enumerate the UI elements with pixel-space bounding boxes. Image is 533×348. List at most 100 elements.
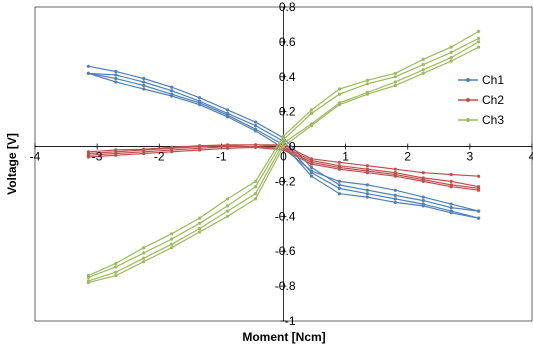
data-point bbox=[309, 169, 314, 173]
data-point bbox=[142, 251, 146, 255]
data-point bbox=[170, 232, 174, 236]
data-point bbox=[337, 103, 341, 107]
data-point bbox=[253, 124, 258, 128]
data-point bbox=[365, 164, 369, 168]
data-point bbox=[226, 108, 230, 112]
data-point bbox=[365, 171, 369, 175]
data-point bbox=[142, 76, 146, 81]
data-point bbox=[421, 195, 425, 199]
data-point bbox=[142, 256, 146, 260]
x-tick-label: 3 bbox=[467, 150, 474, 164]
y-tick-label: 0.4 bbox=[279, 70, 296, 84]
data-point bbox=[170, 89, 174, 93]
data-point bbox=[281, 141, 286, 145]
data-point bbox=[253, 145, 258, 149]
legend-label-ch2: Ch2 bbox=[482, 93, 504, 107]
data-point bbox=[114, 265, 118, 269]
legend-label-ch1: Ch1 bbox=[482, 73, 504, 87]
data-point bbox=[365, 82, 369, 86]
data-point bbox=[142, 87, 146, 91]
x-tick-label: -1 bbox=[216, 150, 227, 164]
data-point bbox=[114, 274, 118, 278]
legend-label-ch3: Ch3 bbox=[482, 113, 504, 127]
data-point bbox=[309, 165, 314, 170]
x-tick-label: 0 bbox=[280, 150, 287, 164]
x-tick-label: 2 bbox=[404, 150, 411, 164]
tick-labels: -4 -3 -2 -1 0 1 2 3 4 -1 -0.8 -0.6 -0.4 -0.2 0 0.2 0.4 0.… bbox=[30, 0, 533, 328]
data-point bbox=[421, 204, 425, 208]
data-point bbox=[365, 183, 369, 187]
data-point bbox=[449, 50, 453, 55]
y-tick-label: 0.8 bbox=[279, 0, 296, 14]
data-point bbox=[449, 45, 453, 49]
data-point bbox=[477, 188, 481, 192]
data-point bbox=[393, 80, 397, 84]
data-point bbox=[198, 103, 202, 107]
data-point bbox=[226, 214, 230, 218]
x-tick-label: 4 bbox=[529, 150, 533, 164]
data-point bbox=[142, 246, 146, 250]
data-point bbox=[449, 172, 453, 177]
data-point bbox=[170, 246, 174, 250]
data-point bbox=[281, 138, 286, 142]
y-axis-title: Voltage [V] bbox=[5, 133, 19, 195]
data-point bbox=[449, 59, 453, 63]
data-point bbox=[170, 85, 174, 89]
data-point bbox=[114, 261, 118, 265]
y-tick-label: -0.2 bbox=[275, 174, 296, 188]
x-tick-label: -3 bbox=[92, 150, 103, 164]
data-point bbox=[170, 94, 174, 98]
data-point bbox=[253, 120, 258, 124]
data-point bbox=[337, 160, 341, 164]
data-point bbox=[198, 148, 202, 152]
data-point bbox=[86, 71, 90, 75]
data-point bbox=[393, 83, 397, 88]
data-point bbox=[114, 80, 118, 84]
data-point bbox=[393, 174, 397, 178]
data-point bbox=[142, 260, 146, 264]
data-point bbox=[393, 188, 397, 192]
y-tick-label: -0.8 bbox=[275, 279, 296, 293]
data-point bbox=[253, 192, 258, 196]
data-point bbox=[365, 78, 369, 82]
data-point bbox=[393, 75, 397, 79]
data-point bbox=[198, 230, 202, 234]
data-point bbox=[449, 179, 453, 183]
x-tick-label: -2 bbox=[154, 150, 165, 164]
data-point bbox=[421, 71, 425, 75]
legend-swatch-marker bbox=[466, 118, 470, 122]
data-point bbox=[421, 57, 425, 61]
data-point bbox=[337, 186, 341, 190]
data-point bbox=[253, 197, 258, 201]
data-point bbox=[337, 179, 341, 183]
data-point bbox=[114, 270, 118, 274]
data-point bbox=[198, 221, 202, 225]
data-point bbox=[449, 206, 453, 210]
legend-swatch-marker bbox=[466, 98, 470, 102]
data-point bbox=[198, 96, 202, 100]
y-tick-label: -0.6 bbox=[275, 244, 296, 258]
data-point bbox=[281, 145, 286, 149]
data-point bbox=[421, 68, 425, 72]
data-point bbox=[421, 199, 425, 203]
data-point bbox=[393, 71, 397, 75]
data-point bbox=[337, 192, 341, 196]
series-group bbox=[86, 29, 481, 285]
series-ch3 bbox=[86, 29, 481, 285]
x-tick-label: -4 bbox=[30, 150, 41, 164]
data-point bbox=[170, 242, 174, 246]
data-point bbox=[477, 216, 481, 220]
y-tick-label: 0.6 bbox=[279, 35, 296, 49]
data-point bbox=[253, 129, 258, 133]
data-point bbox=[226, 197, 230, 201]
data-point bbox=[114, 73, 118, 77]
data-point bbox=[86, 64, 90, 68]
data-point bbox=[477, 45, 481, 49]
data-point bbox=[393, 193, 397, 197]
data-point bbox=[253, 185, 258, 189]
legend: Ch1 Ch2 Ch3 bbox=[458, 73, 504, 127]
data-point bbox=[421, 63, 425, 67]
y-tick-label: 0 bbox=[289, 140, 296, 154]
data-point bbox=[114, 153, 118, 157]
